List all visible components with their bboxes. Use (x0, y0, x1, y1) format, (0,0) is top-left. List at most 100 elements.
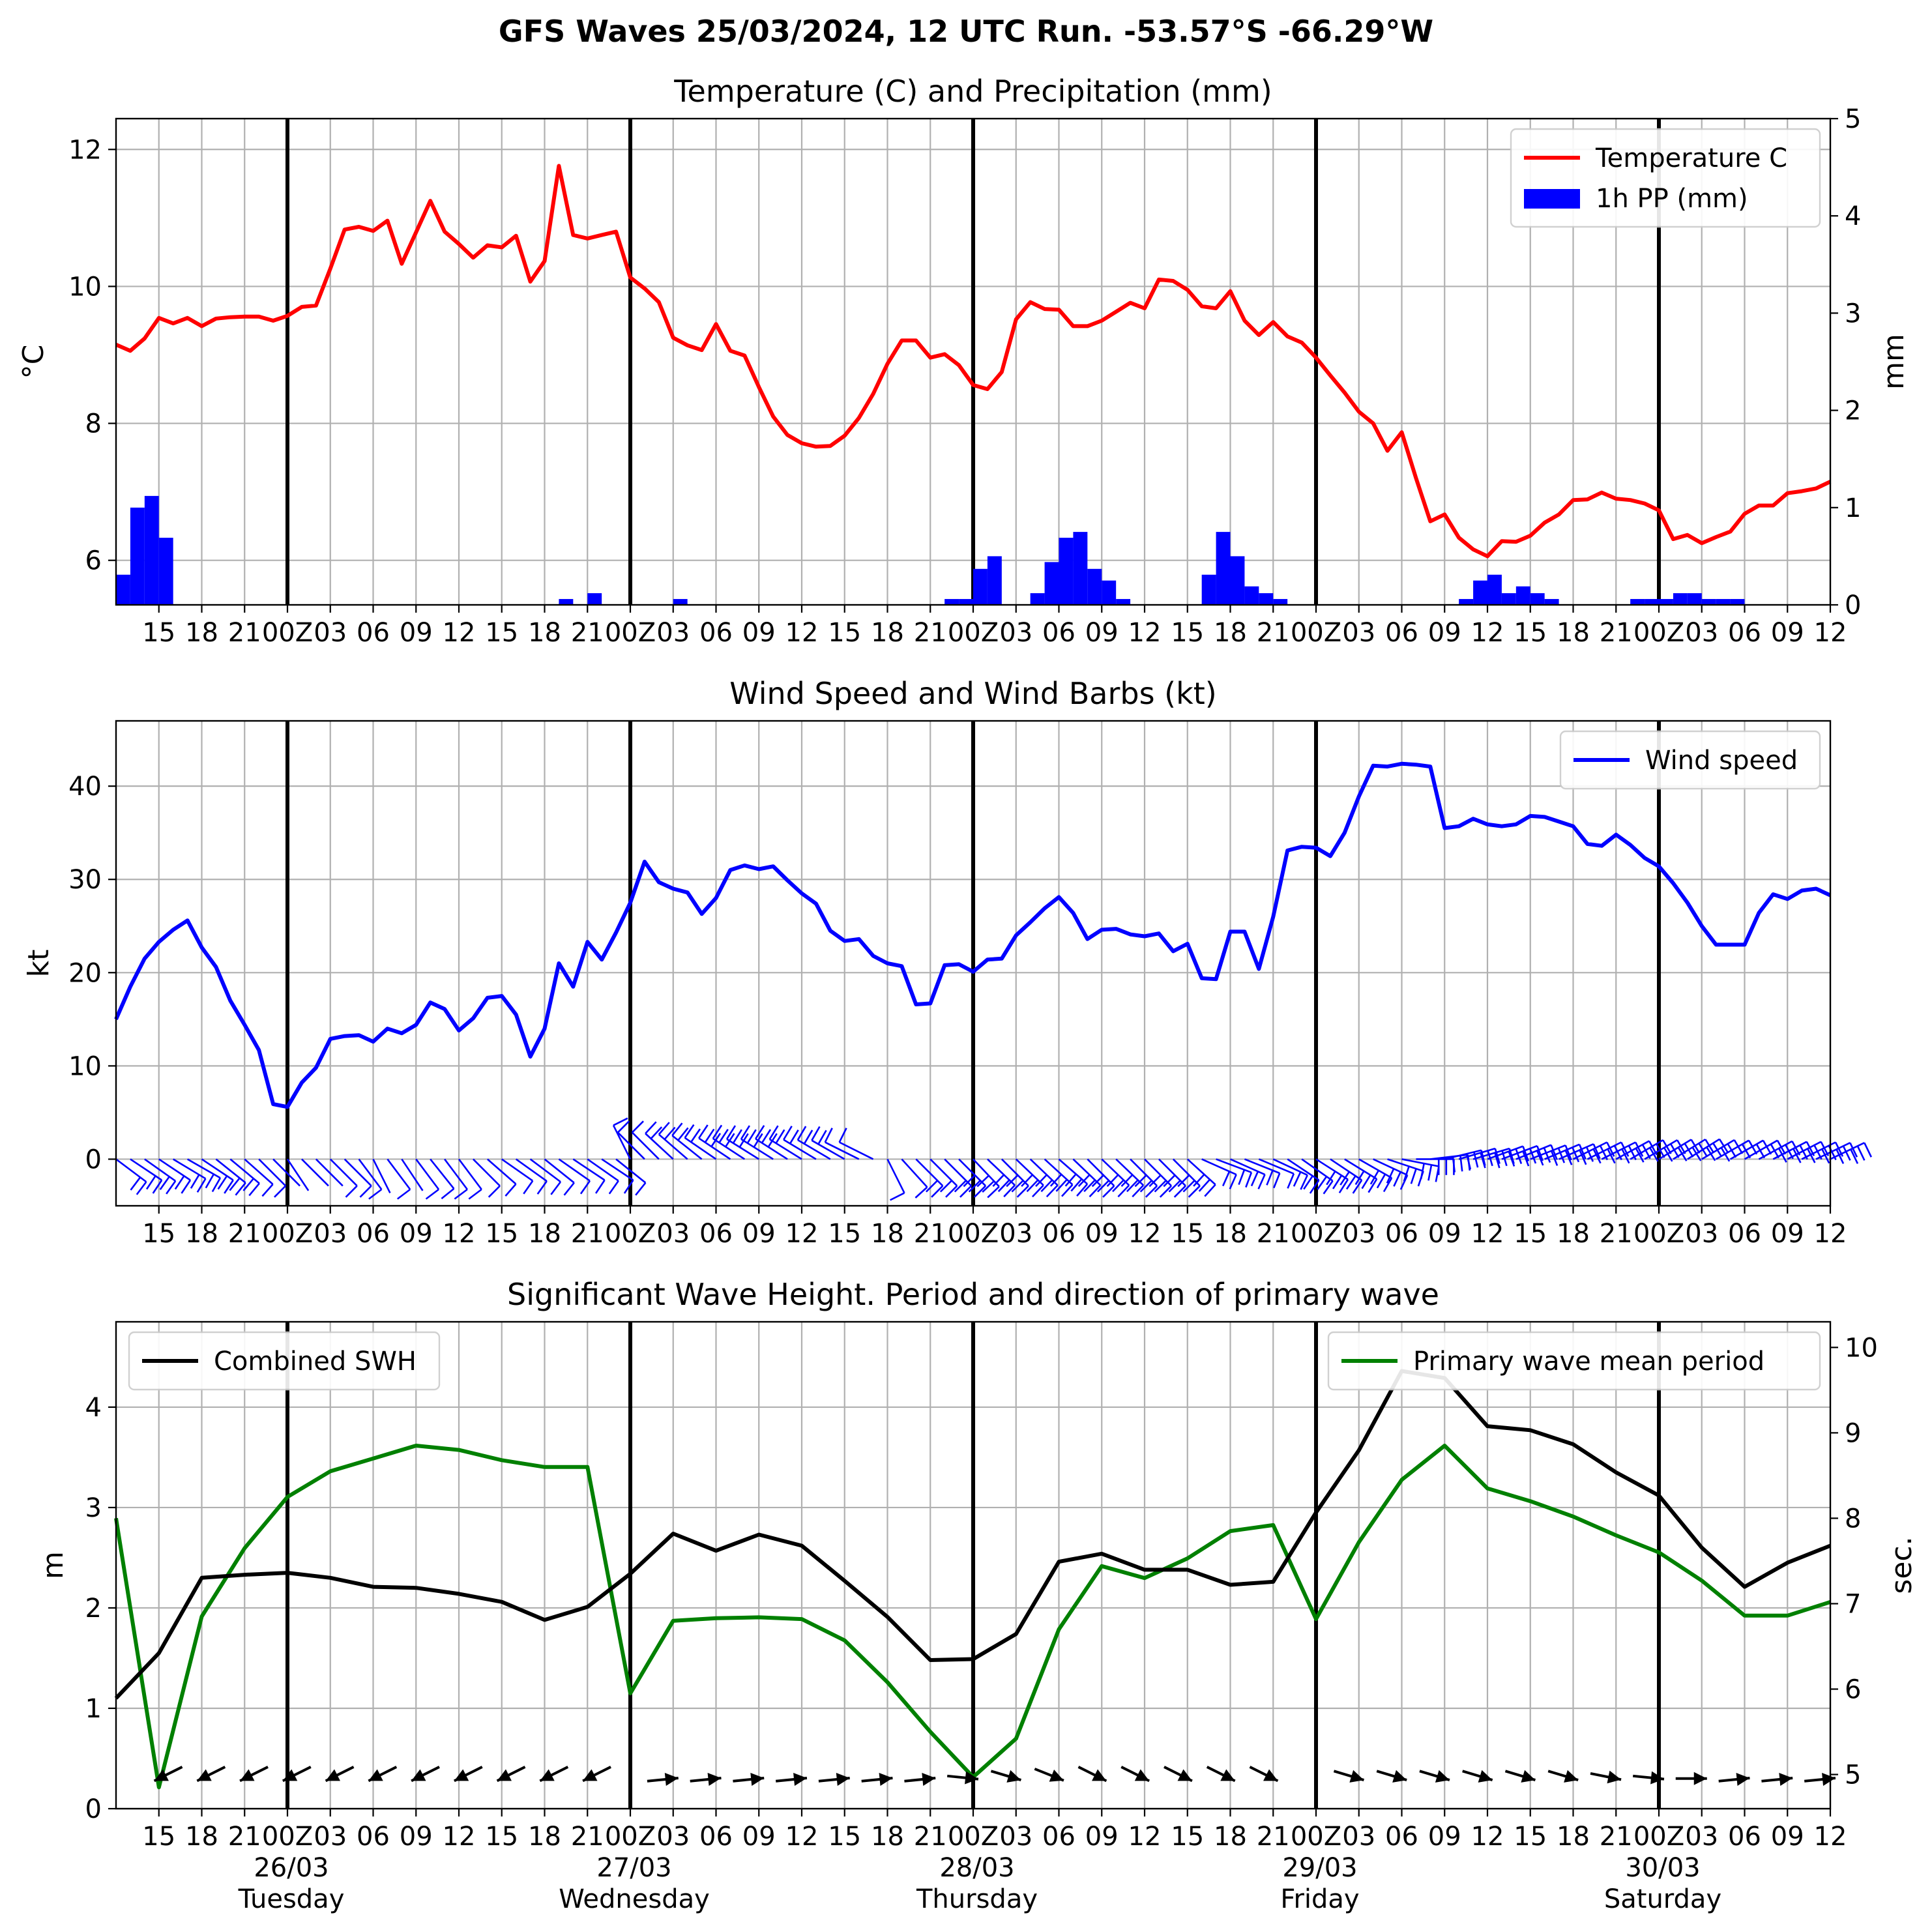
wind-barb (544, 1158, 575, 1184)
wind-barb-feather (1096, 1180, 1110, 1193)
wind-barb (458, 1158, 482, 1190)
wind-barb-feather (1635, 1141, 1644, 1157)
wind-barb-feather (890, 1192, 905, 1201)
wind-barb (415, 1158, 440, 1190)
wind-barb-feather (968, 1180, 981, 1193)
wind-barb (1115, 1158, 1145, 1186)
wind-barb-feather (1070, 1178, 1083, 1192)
wave-arrow-head (154, 1769, 169, 1781)
x-tick-label: 03 (999, 618, 1032, 648)
day-date-label: 30/03 (1625, 1853, 1700, 1883)
wind-barb-feather (740, 1125, 750, 1140)
x-tick-label: 15 (828, 1822, 861, 1852)
wind-barb (1587, 1141, 1622, 1160)
wind-barb-feather (1300, 1175, 1308, 1190)
wind-barb-feather (1055, 1178, 1068, 1192)
wind-barb-feather (368, 1188, 383, 1200)
wave-arrow-head (197, 1769, 212, 1781)
wave-arrow-head (836, 1773, 850, 1786)
wind-barb-feather (1420, 1163, 1425, 1180)
wind-barb (1559, 1143, 1594, 1160)
wind-barb (631, 1131, 660, 1160)
wind-barb-feather (1120, 1174, 1134, 1188)
wind-barb-feather (523, 1180, 534, 1195)
wind-barb (1487, 1145, 1523, 1160)
x-tick-label: 18 (871, 618, 904, 648)
wind-barb-feather (1856, 1145, 1866, 1161)
wind-barb-feather (613, 1117, 628, 1126)
wind-barb-feather (1106, 1174, 1119, 1188)
y-axis-label: kt (22, 950, 55, 978)
wind-barb-feather (1550, 1145, 1558, 1160)
y-right-tick-label: 5 (1845, 1760, 1861, 1790)
precip-bar (559, 599, 574, 605)
x-tick-label: 06 (357, 618, 390, 648)
wind-barb-feather (1046, 1184, 1059, 1198)
wind-barb-feather (1102, 1185, 1115, 1198)
wind-barb-feather (797, 1126, 807, 1141)
precip-bar (1116, 599, 1131, 605)
y-tick-label: 0 (85, 1145, 102, 1175)
wind-barb (1387, 1158, 1424, 1173)
wave-arrow-head (922, 1773, 936, 1786)
wind-barb (1572, 1141, 1607, 1160)
wind-barb (671, 1135, 703, 1160)
wind-barb-feather (1326, 1171, 1336, 1186)
wind-barb (1015, 1158, 1044, 1186)
x-tick-label: 18 (528, 1219, 561, 1249)
wind-barb (515, 1158, 548, 1182)
wind-barb (387, 1158, 411, 1190)
wind-barb (811, 1139, 845, 1160)
wind-barb-feather (563, 1182, 575, 1196)
wind-barb-feather (1393, 1171, 1401, 1187)
x-tick-label: 06 (357, 1822, 390, 1852)
wind-barb-feather (811, 1126, 821, 1141)
wind-barb-feather (1266, 1170, 1274, 1186)
wind-barb-feather (1154, 1180, 1167, 1193)
wave-arrow-head (1736, 1773, 1750, 1786)
wave-arrow-head (965, 1771, 978, 1785)
x-tick-label: 09 (1428, 1219, 1461, 1249)
x-tick-label: 00Z (605, 1822, 656, 1852)
wind-barb-feather (1198, 1178, 1211, 1192)
wind-barb-feather (1076, 1183, 1089, 1197)
day-date-label: 26/03 (254, 1853, 329, 1883)
wind-barb (1301, 1158, 1334, 1182)
wave-arrow-head (1822, 1773, 1836, 1786)
x-tick-label: 15 (1514, 1219, 1547, 1249)
wind-barb (839, 1141, 874, 1160)
wind-barb (886, 1158, 905, 1193)
y-tick-label: 12 (68, 135, 102, 165)
wind-barb (1186, 1158, 1216, 1186)
wind-barb-feather (345, 1185, 358, 1198)
wave-arrow-head (793, 1773, 807, 1786)
x-tick-label: 18 (871, 1219, 904, 1249)
precip-bar (1501, 593, 1516, 605)
wave-arrow-head (497, 1769, 512, 1781)
wind-barb-feather (1842, 1145, 1851, 1161)
wind-barb (1658, 1139, 1692, 1160)
wind-panel: 15 18 21 00Z 03 06 09 12 15 18 21 00Z 03 06 09 12 15 18 21… (22, 676, 1872, 1249)
wind-barb (329, 1158, 358, 1187)
wind-barb-feather (1303, 1175, 1313, 1190)
wind-barb-feather (1323, 1180, 1334, 1195)
x-tick-label: 21 (1600, 618, 1633, 648)
wind-barb (272, 1158, 301, 1187)
wind-barb-feather (1607, 1148, 1616, 1164)
wind-barb (658, 1133, 688, 1160)
wind-barb (372, 1158, 391, 1193)
wind-barb (258, 1158, 287, 1187)
x-tick-label: 15 (1171, 1219, 1204, 1249)
wave-arrow-head (750, 1773, 765, 1786)
wind-barb (617, 1131, 645, 1160)
y-right-tick-label: 10 (1845, 1333, 1878, 1363)
y-tick-label: 8 (85, 409, 102, 439)
x-tick-label: 03 (656, 1219, 690, 1249)
wind-barb (1444, 1149, 1482, 1160)
x-tick-label: 06 (1728, 1219, 1761, 1249)
wind-barb (1458, 1147, 1496, 1160)
wind-barb (601, 1158, 634, 1181)
y-right-tick-label: 1 (1845, 493, 1861, 523)
wind-barb-feather (1543, 1147, 1551, 1163)
wind-barb-feather (712, 1124, 723, 1139)
